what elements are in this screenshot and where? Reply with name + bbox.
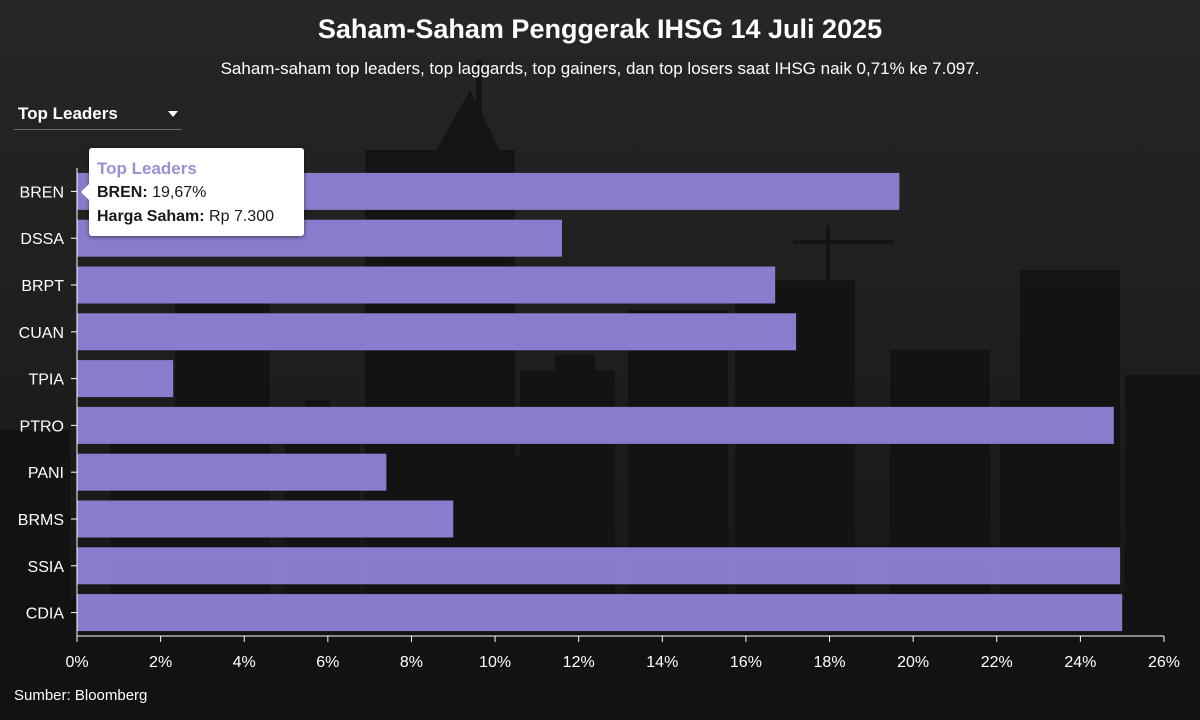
x-tick-label-24: 24%: [1064, 654, 1096, 671]
y-tick-label-brpt: BRPT: [21, 278, 64, 295]
y-tick-label-brms: BRMS: [18, 512, 64, 529]
x-tick-label-16: 16%: [730, 654, 762, 671]
x-tick-label-20: 20%: [897, 654, 929, 671]
tooltip-value-line: BREN: 19,67%: [97, 184, 207, 201]
tooltip-price-label: Harga Saham:: [97, 208, 205, 225]
y-tick-label-bren: BREN: [20, 184, 64, 201]
y-tick-label-cuan: CUAN: [19, 325, 64, 342]
bar-tooltip: Top Leaders BREN: 19,67% Harga Saham: Rp…: [81, 148, 304, 236]
tooltip-value: 19,67%: [152, 184, 207, 201]
bar-cdia[interactable]: [77, 594, 1123, 632]
bar-cuan[interactable]: [77, 313, 797, 351]
source-note: Sumber: Bloomberg: [14, 687, 148, 704]
bar-tpia[interactable]: [77, 360, 174, 398]
x-tick-label-22: 22%: [981, 654, 1013, 671]
tooltip-price-value: Rp 7.300: [209, 208, 274, 225]
y-tick-label-ssia: SSIA: [28, 559, 65, 576]
y-tick-label-cdia: CDIA: [26, 606, 65, 623]
x-tick-label-12: 12%: [563, 654, 595, 671]
y-tick-label-tpia: TPIA: [28, 372, 64, 389]
bar-pani[interactable]: [77, 453, 387, 491]
x-tick-label-14: 14%: [646, 654, 678, 671]
bar-ptro[interactable]: [77, 406, 1114, 444]
y-tick-label-dssa: DSSA: [20, 231, 64, 248]
x-tick-label-18: 18%: [814, 654, 846, 671]
category-dropdown[interactable]: Top Leaders: [14, 101, 182, 130]
y-tick-label-pani: PANI: [28, 465, 64, 482]
tooltip-price-line: Harga Saham: Rp 7.300: [97, 208, 274, 226]
bar-brms[interactable]: [77, 500, 454, 538]
chart-title: Saham-Saham Penggerak IHSG 14 Juli 2025: [317, 14, 883, 44]
chevron-down-icon: [168, 111, 178, 117]
dropdown-selected-label: Top Leaders: [18, 104, 118, 123]
bar-ssia[interactable]: [77, 547, 1121, 585]
x-tick-label-4: 4%: [233, 654, 256, 671]
x-tick-label-26: 26%: [1148, 654, 1180, 671]
tooltip-title: Top Leaders: [97, 159, 197, 178]
x-tick-label-0: 0%: [65, 654, 88, 671]
bar-brpt[interactable]: [77, 266, 776, 304]
x-tick-label-8: 8%: [400, 654, 423, 671]
x-tick-label-2: 2%: [149, 654, 172, 671]
tooltip-ticker: BREN: [97, 184, 143, 201]
chart-subtitle: Saham-saham top leaders, top laggards, t…: [220, 59, 980, 78]
y-tick-label-ptro: PTRO: [20, 418, 64, 435]
x-tick-label-10: 10%: [479, 654, 511, 671]
tooltip-arrow: [81, 184, 89, 200]
x-tick-label-6: 6%: [316, 654, 339, 671]
